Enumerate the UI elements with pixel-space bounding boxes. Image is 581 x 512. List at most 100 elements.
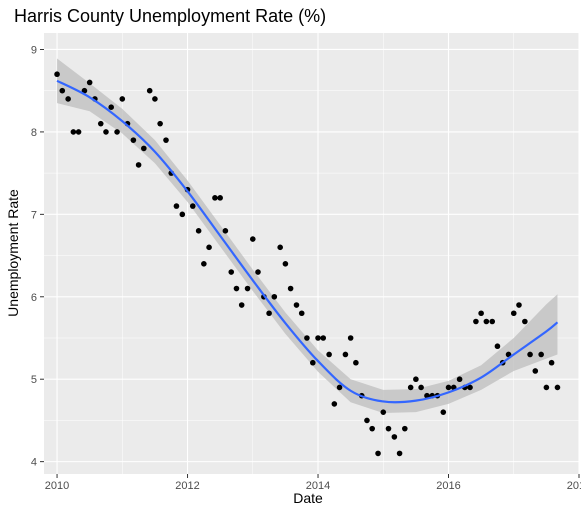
data-point (456, 376, 463, 383)
data-point (413, 376, 419, 383)
data-point (478, 310, 484, 317)
data-points-layer (54, 71, 561, 457)
data-point (244, 285, 251, 292)
data-point (222, 228, 229, 234)
data-point (342, 351, 349, 358)
data-point (424, 392, 430, 399)
data-point (554, 384, 561, 391)
data-point (195, 228, 202, 234)
plot-panel (44, 33, 579, 474)
grid-major-lines (44, 33, 580, 474)
data-point (347, 335, 354, 341)
y-tick-label: 8 (31, 127, 37, 139)
data-point (287, 285, 294, 292)
data-point (326, 351, 332, 358)
data-point (440, 409, 447, 415)
data-point (81, 87, 88, 94)
data-point (298, 310, 305, 317)
data-point (532, 368, 539, 374)
data-point (336, 384, 343, 391)
data-point (282, 261, 289, 267)
x-axis-ticks: 2010 2012 2014 2016 2018 (45, 474, 581, 492)
y-tick-label: 4 (31, 457, 37, 469)
x-tick-label: 2010 (45, 480, 69, 492)
data-point (217, 195, 223, 201)
data-point (396, 450, 403, 457)
y-tick-label: 9 (31, 44, 37, 56)
x-axis-title: Date (293, 490, 323, 506)
data-point (70, 129, 77, 135)
data-point (494, 343, 501, 350)
data-point (320, 335, 327, 341)
data-point (212, 195, 218, 201)
data-point (114, 129, 120, 135)
data-point (146, 87, 153, 94)
data-point (135, 162, 142, 168)
data-point (527, 351, 533, 358)
y-tick-label: 6 (31, 292, 37, 304)
x-tick-label: 2016 (436, 480, 460, 492)
data-point (473, 318, 479, 325)
data-point (206, 244, 212, 251)
data-point (407, 384, 414, 391)
data-point (380, 409, 387, 415)
data-point (510, 310, 517, 317)
x-tick-label: 2018 (567, 480, 581, 492)
data-point (538, 351, 544, 358)
smooth-trend-line (56, 79, 559, 404)
data-point (152, 96, 158, 102)
data-point (353, 359, 359, 366)
data-point (189, 203, 196, 209)
data-point (310, 359, 316, 366)
data-point (103, 129, 109, 135)
data-point (86, 79, 93, 86)
x-tick-label: 2014 (306, 480, 330, 492)
data-point (304, 335, 310, 341)
data-point (271, 293, 278, 300)
data-point (233, 285, 240, 292)
data-point (266, 310, 272, 317)
y-tick-label: 5 (31, 374, 37, 386)
data-point (391, 434, 398, 440)
data-point (445, 384, 452, 391)
data-point (238, 302, 245, 308)
data-point (249, 236, 256, 242)
data-point (163, 137, 169, 143)
y-tick-label: 7 (31, 209, 37, 221)
smooth-line-layer (56, 79, 559, 404)
data-point (522, 318, 528, 325)
data-point (130, 137, 137, 143)
data-point (59, 87, 66, 94)
data-point (375, 450, 381, 457)
chart-title: Harris County Unemployment Rate (%) (14, 6, 326, 26)
grid-minor-lines (44, 33, 579, 474)
data-point (385, 425, 392, 432)
data-point (548, 359, 555, 366)
data-point (516, 302, 522, 308)
data-point (467, 384, 473, 391)
data-point (108, 104, 114, 110)
y-axis-title: Unemployment Rate (5, 189, 21, 317)
data-point (315, 335, 321, 341)
data-point (277, 244, 283, 251)
y-axis-ticks: 4 5 6 7 8 9 (31, 44, 44, 469)
data-point (119, 96, 126, 102)
data-point (293, 302, 300, 308)
data-point (402, 425, 408, 432)
data-point (543, 384, 550, 391)
data-point (65, 96, 71, 102)
x-tick-label: 2012 (175, 480, 199, 492)
data-point (255, 269, 261, 275)
data-point (489, 318, 496, 325)
data-point (228, 269, 235, 275)
data-point (173, 203, 180, 209)
data-point (75, 129, 82, 135)
data-point (54, 71, 60, 78)
data-point (483, 318, 490, 325)
data-point (364, 417, 370, 424)
data-point (418, 384, 424, 391)
confidence-band (57, 58, 558, 414)
data-point (157, 120, 163, 127)
